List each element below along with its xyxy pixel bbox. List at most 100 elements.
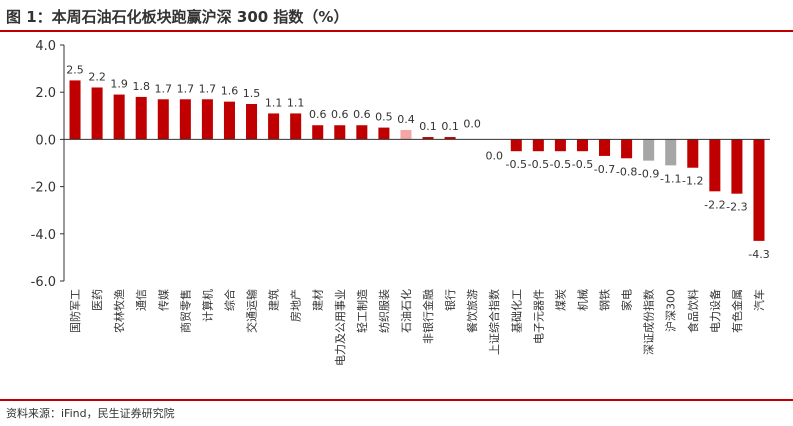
category-label: 计算机 [200,289,214,322]
bar [576,139,588,152]
category-label: 沪深300 [664,289,678,332]
source-note: 资料来源：iFind，民生证券研究院 [6,407,175,420]
bar [510,139,522,152]
bar [113,94,125,140]
y-tick-label: -6.0 [31,275,56,290]
data-label: -0.5 [506,158,527,171]
y-tick-label: -2.0 [31,181,56,196]
bar [665,139,677,166]
data-label: 0.0 [485,149,503,162]
y-tick-label: -4.0 [31,228,56,243]
data-label: 1.6 [221,85,239,98]
bar [422,137,434,140]
bar [731,139,743,194]
bar [246,104,258,140]
bar [312,125,324,140]
bar [599,139,611,156]
data-label: 1.7 [199,82,217,95]
data-label: 0.5 [375,111,393,124]
data-label: 1.7 [155,82,173,95]
data-label: -0.5 [572,158,593,171]
bar [687,139,699,168]
bar [554,139,566,152]
data-label: 1.1 [265,96,283,109]
bar [400,129,412,140]
category-label: 基础化工 [509,289,523,333]
bar [179,99,191,140]
bar [334,125,346,140]
bar [290,113,302,140]
category-label: 农林牧渔 [112,289,126,333]
bar [201,99,213,140]
y-tick-label: 4.0 [35,39,56,54]
category-label: 通信 [135,289,148,311]
bar [91,87,103,140]
bar [356,125,368,140]
category-label: 电子元器件 [532,289,545,344]
bar [223,101,235,140]
data-label: -1.1 [660,172,681,185]
data-label: 1.7 [177,82,195,95]
data-label: 0.6 [309,108,327,121]
data-label: -0.7 [594,163,615,176]
data-label: 2.2 [88,70,106,83]
category-label: 银行 [443,289,457,311]
category-label: 轻工制造 [355,289,369,333]
y-tick-label: 0.0 [35,133,56,148]
bar [157,99,169,140]
bar [621,139,633,159]
bar [444,137,456,140]
chart-title: 图 1：本周石油石化板块跑赢沪深 300 指数（%） [6,8,349,26]
footer-rule [0,399,793,401]
data-label: 0.1 [419,120,437,133]
category-label: 交通运输 [245,289,259,333]
data-label: -0.8 [616,165,637,178]
data-label: 1.1 [287,96,305,109]
data-label: -2.3 [726,201,747,214]
category-label: 食品饮料 [686,289,700,333]
title-rule [0,30,793,32]
bar [753,139,765,241]
category-label: 综合 [222,289,236,311]
data-label: 0.0 [463,117,481,130]
bar [268,113,280,140]
category-label: 有色金属 [730,289,744,333]
category-label: 房地产 [289,289,303,322]
category-label: 电力设备 [708,289,722,333]
category-label: 石油石化 [399,289,413,333]
category-label: 家电 [620,289,634,311]
category-label: 传媒 [157,289,170,311]
category-label: 医药 [91,289,104,311]
data-label: -0.5 [550,158,571,171]
category-label: 汽车 [752,289,766,311]
y-tick-label: 2.0 [35,86,56,101]
bar [378,127,390,140]
bar [709,139,721,192]
category-label: 非银行金融 [421,289,435,344]
data-label: -0.5 [528,158,549,171]
category-label: 纺织服装 [377,289,391,333]
data-label: -4.3 [748,248,769,261]
category-label: 电力及公用事业 [334,289,347,366]
data-label: 1.5 [243,87,261,100]
data-label: 1.8 [132,80,150,93]
category-label: 钢铁 [599,289,612,311]
data-label: 1.9 [110,78,128,91]
category-label: 煤炭 [554,289,567,311]
category-label: 上证综合指数 [487,289,501,355]
data-label: 0.6 [331,108,349,121]
bar [69,80,81,140]
bar [135,96,147,140]
category-label: 餐饮旅游 [465,289,479,333]
data-label: -0.9 [638,168,659,181]
category-label: 建材 [311,289,325,311]
category-label: 机械 [575,289,589,311]
bar [532,139,544,152]
data-label: 0.6 [353,108,371,121]
category-label: 商贸零售 [178,289,192,333]
category-label: 深证成份指数 [642,289,656,355]
data-label: -1.2 [682,175,703,188]
bar [643,139,655,161]
data-label: 2.5 [66,63,84,76]
